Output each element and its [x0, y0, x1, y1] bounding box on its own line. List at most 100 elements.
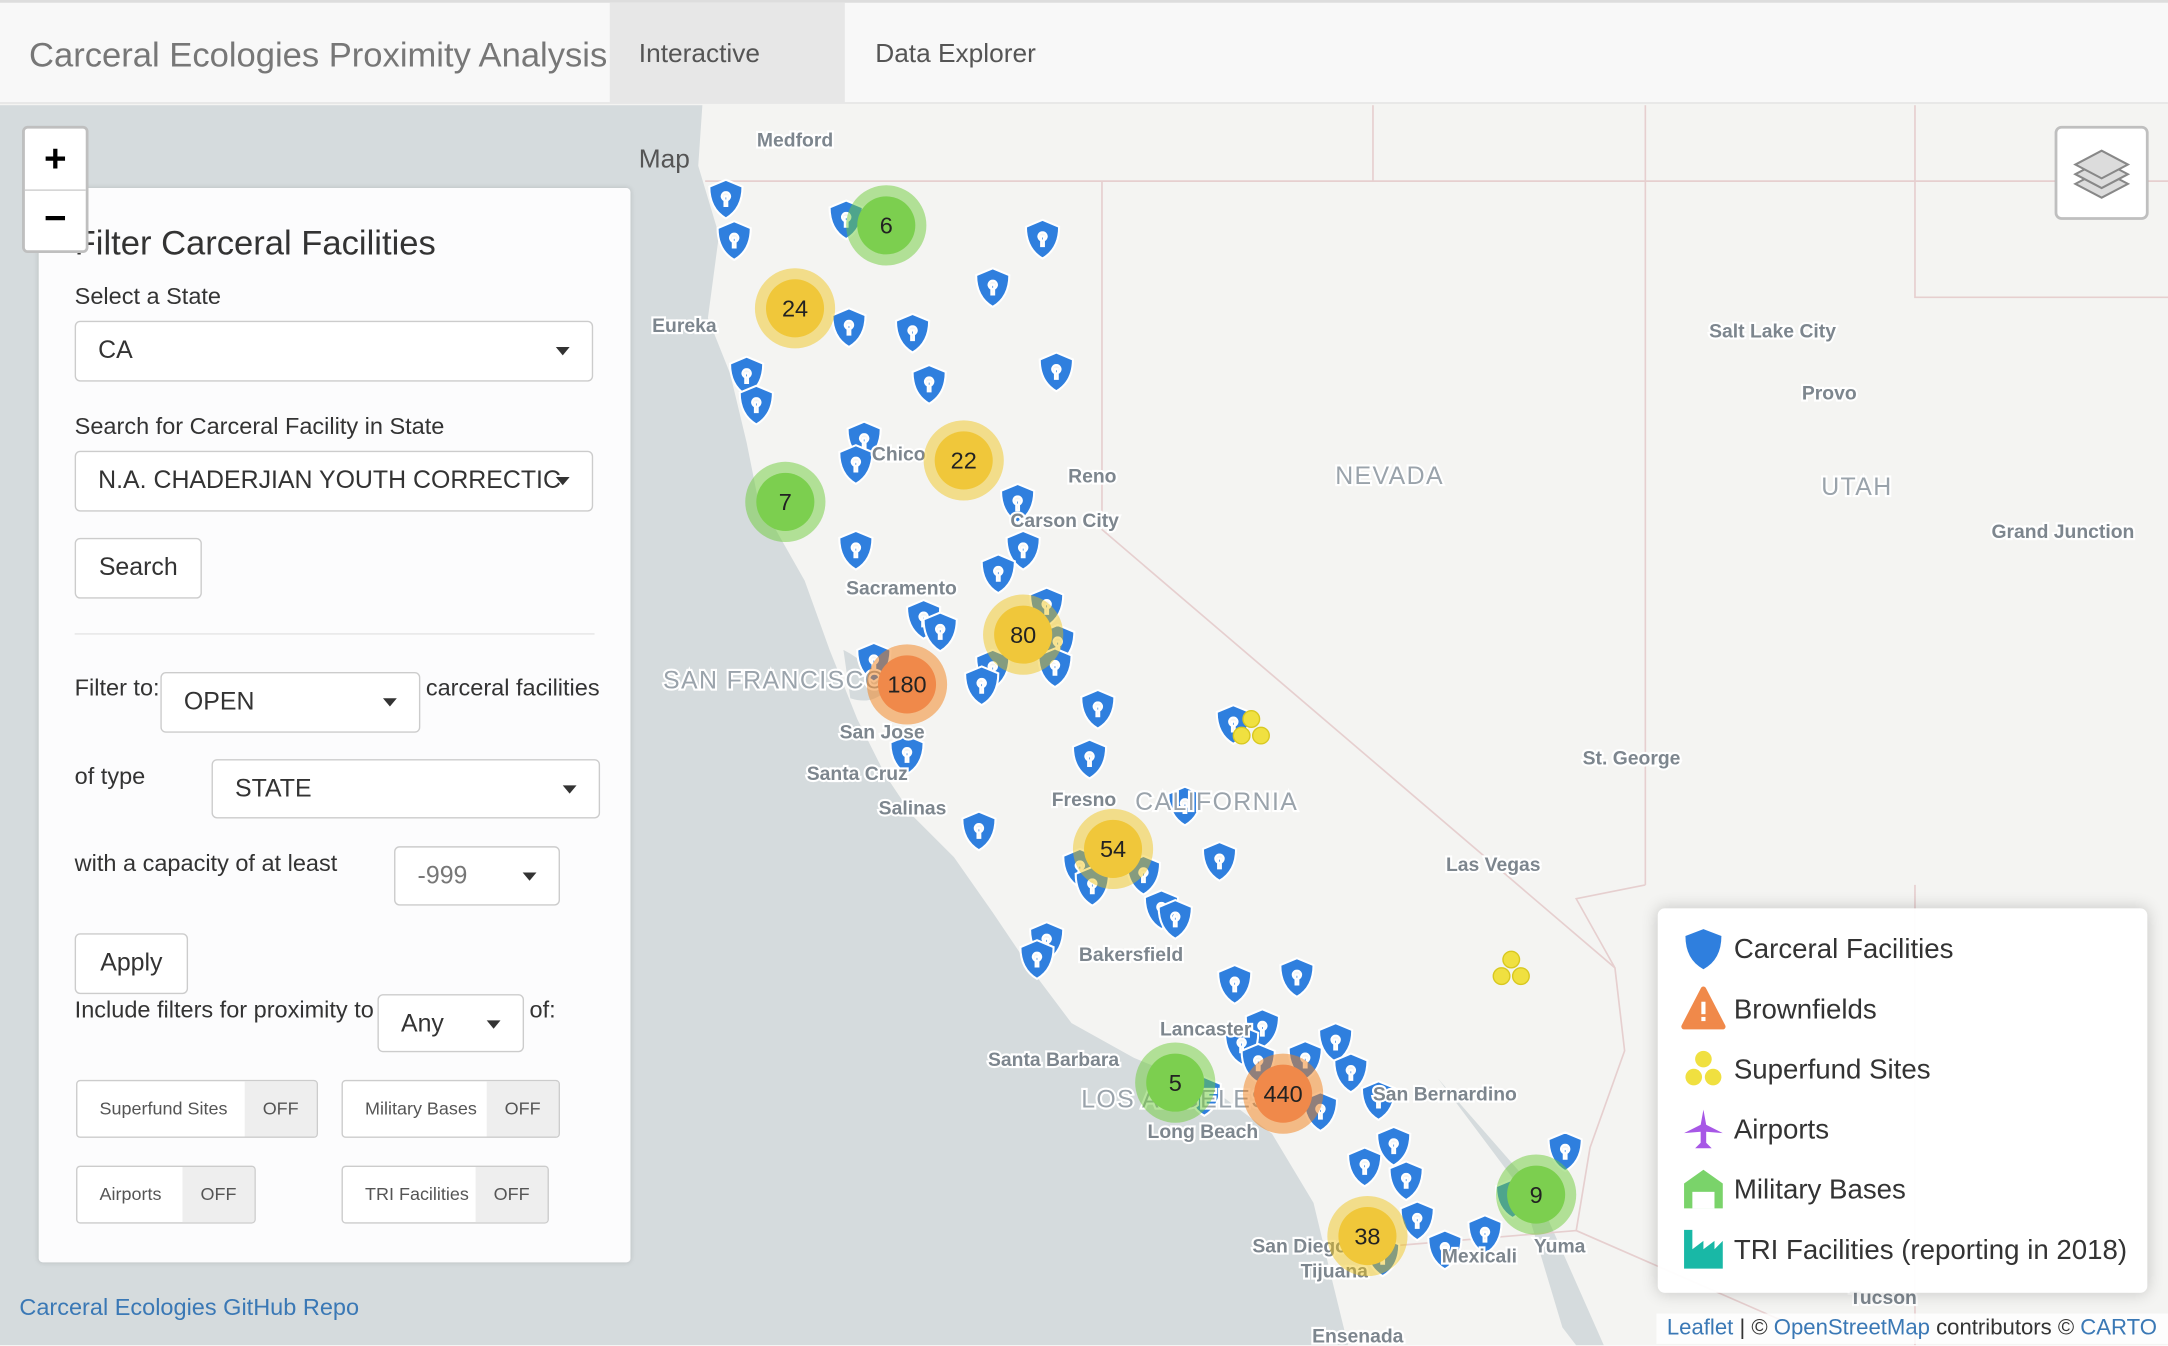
place-label: Ensenada — [1312, 1326, 1404, 1346]
label: Include filters for proximity to — [74, 996, 374, 1024]
label: of: — [529, 996, 556, 1024]
divider — [74, 633, 595, 635]
facility-marker — [975, 267, 1011, 309]
superfund-blob — [1242, 709, 1261, 728]
search-button[interactable]: Search — [74, 537, 202, 599]
label: Select a State — [74, 283, 222, 310]
superfund-marker — [1232, 709, 1270, 745]
facility-marker — [1427, 1229, 1463, 1271]
facility-marker — [964, 665, 1000, 707]
facility-marker — [1019, 939, 1055, 981]
place-label: NEVADA — [1335, 462, 1444, 490]
facility-marker — [1347, 1146, 1383, 1188]
facility-marker — [922, 611, 958, 653]
facility-select[interactable]: N.A. CHADERJIAN YOUTH CORRECTIC — [74, 450, 594, 512]
cluster — [1083, 819, 1143, 878]
legend-icon — [1685, 929, 1722, 970]
toggle[interactable]: Military Bases OFF — [341, 1079, 560, 1138]
legend-label: TRI Facilities (reporting in 2018) — [1734, 1234, 2127, 1265]
status-select[interactable]: OPEN — [160, 671, 421, 733]
tab[interactable]: Data Explorer — [875, 40, 1036, 70]
text: contributors © — [1936, 1316, 2075, 1340]
state-select[interactable]: CA — [74, 320, 594, 382]
tab[interactable]: Interactive Map — [609, 2, 845, 174]
brand[interactable]: Carceral Ecologies Proximity Analysis — [29, 35, 608, 75]
superfund-marker — [1492, 950, 1530, 986]
github-link[interactable]: Carceral Ecologies GitHub Repo — [19, 1294, 360, 1321]
place-label: Salinas — [879, 797, 947, 819]
toggle-state: OFF — [486, 1081, 559, 1137]
osm-link[interactable]: OpenStreetMap — [1773, 1316, 1930, 1340]
layers-icon — [2073, 149, 2131, 199]
place-label: Fresno — [1052, 789, 1117, 811]
facility-marker — [1333, 1052, 1369, 1094]
toggle-state: OFF — [475, 1166, 548, 1223]
toggle[interactable]: TRI Facilities OFF — [341, 1165, 549, 1224]
place-label: SAN FRANCISCO — [663, 667, 886, 695]
place-label: Sacramento — [846, 578, 957, 600]
zoom-in[interactable]: + — [24, 129, 86, 191]
facility-marker — [738, 384, 774, 426]
facility-marker — [716, 220, 752, 262]
legend-label: Carceral Facilities — [1734, 933, 1954, 964]
cluster — [1254, 1064, 1313, 1123]
carto-link[interactable]: CARTO — [2080, 1316, 2157, 1340]
place-label: Las Vegas — [1446, 854, 1541, 876]
label: Filter to: — [74, 674, 160, 702]
facility-marker — [889, 734, 925, 776]
capacity-input[interactable]: -999 — [394, 846, 560, 906]
superfund-blob — [1251, 726, 1270, 745]
facility-marker — [1038, 351, 1074, 393]
legend-icon — [1684, 1109, 1723, 1149]
place-label: Salt Lake City — [1709, 320, 1836, 342]
place-label: San Jose — [840, 721, 925, 743]
toggle-label: Superfund Sites — [99, 1097, 228, 1119]
facility-marker — [961, 810, 997, 852]
facility-marker — [708, 178, 744, 220]
cluster — [934, 431, 993, 490]
leaflet-link[interactable]: Leaflet — [1666, 1316, 1734, 1340]
label: with a capacity of at least — [74, 850, 338, 877]
label: of type — [74, 763, 146, 790]
facility-marker — [1157, 898, 1193, 941]
type-select[interactable]: STATE — [211, 759, 601, 819]
proximity-select[interactable]: Any — [377, 994, 525, 1053]
legend-icon — [1684, 1229, 1723, 1269]
cluster-count: 22 — [951, 448, 977, 474]
toggle[interactable]: Superfund Sites OFF — [76, 1079, 319, 1138]
cluster — [994, 605, 1053, 664]
legend-items: Carceral Facilities Brownfields Superfund … — [1681, 929, 2127, 1269]
zoom-control: + − — [22, 125, 89, 254]
legend-label: Military Bases — [1734, 1174, 1906, 1205]
place-label: Medford — [757, 130, 833, 152]
cluster-count: 9 — [1530, 1182, 1543, 1208]
apply-button[interactable]: Apply — [74, 933, 189, 995]
cluster-count: 54 — [1100, 836, 1126, 862]
zoom-out[interactable]: − — [43, 196, 67, 240]
place-label: Santa Barbara — [988, 1049, 1119, 1071]
cluster — [857, 196, 916, 255]
superfund-blob — [1511, 967, 1530, 986]
place-label: San Bernardino — [1373, 1084, 1517, 1106]
facility-marker — [1279, 957, 1315, 999]
cluster — [877, 655, 937, 714]
toggle[interactable]: Airports OFF — [76, 1165, 256, 1224]
facility-marker — [838, 529, 874, 571]
attribution: Leaflet | © OpenStreetMap contributors ©… — [1655, 1313, 2168, 1344]
place-label: Reno — [1068, 466, 1117, 488]
cluster — [756, 472, 815, 531]
place-label: Bakersfield — [1079, 944, 1183, 966]
gulf — [1437, 1078, 1604, 1346]
legend-icon — [1681, 986, 1726, 1030]
cluster-count: 80 — [1010, 622, 1036, 648]
toggle-state: OFF — [182, 1166, 255, 1223]
label: Search for Carceral Facility in State — [74, 413, 445, 440]
place-label: Lancaster — [1160, 1019, 1252, 1041]
place-label: CALIFORNIA — [1135, 788, 1298, 816]
facility-marker — [1074, 865, 1110, 907]
facility-marker — [831, 307, 867, 349]
layers-button[interactable] — [2054, 125, 2149, 220]
text: | © — [1739, 1316, 1768, 1340]
